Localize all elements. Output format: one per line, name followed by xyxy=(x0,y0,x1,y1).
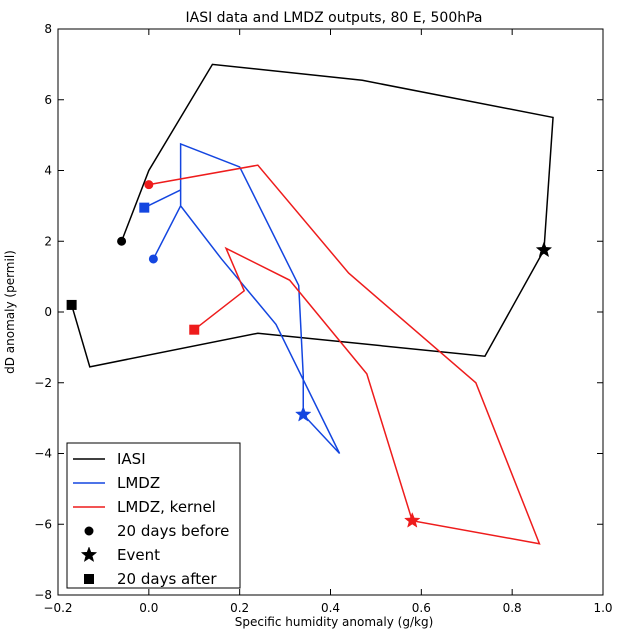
legend-label-lmdz-kernel: LMDZ, kernel xyxy=(117,498,216,516)
chart-title: IASI data and LMDZ outputs, 80 E, 500hPa xyxy=(185,10,482,26)
y-tick-label: 6 xyxy=(44,93,52,107)
x-axis-label: Specific humidity anomaly (g/kg) xyxy=(235,615,434,629)
y-axis-label: dD anomaly (permil) xyxy=(3,250,17,374)
series-line-iasi xyxy=(70,63,554,368)
legend-label-lmdz: LMDZ xyxy=(117,474,160,492)
legend-label-event: Event xyxy=(117,546,160,564)
y-tick-label: 2 xyxy=(44,234,52,248)
end-marker-lmdz-kernel xyxy=(189,324,200,335)
x-tick-label: 0.8 xyxy=(503,601,522,615)
start-marker-lmdz xyxy=(148,254,158,264)
x-tick-label: 0.2 xyxy=(230,601,249,615)
legend-marker-event xyxy=(80,546,98,563)
y-tick-label: 0 xyxy=(44,305,52,319)
end-marker-lmdz xyxy=(139,202,150,213)
x-tick-label: 1.0 xyxy=(593,601,612,615)
y-tick-label: −8 xyxy=(34,588,52,602)
x-tick-label: 0.6 xyxy=(412,601,431,615)
y-tick-label: −6 xyxy=(34,517,52,531)
y-tick-label: −2 xyxy=(34,376,52,390)
x-tick-label: 0.0 xyxy=(139,601,158,615)
legend-label-20-days-after: 20 days after xyxy=(117,570,217,588)
y-tick-label: −4 xyxy=(34,447,52,461)
x-tick-label: 0.4 xyxy=(321,601,340,615)
x-tick-label: −0.2 xyxy=(43,601,72,615)
legend-box xyxy=(66,442,241,589)
legend: IASI LMDZ LMDZ, kernel 20 days before Event 2… xyxy=(66,442,241,589)
legend-label-iasi: IASI xyxy=(117,450,146,468)
start-marker-iasi xyxy=(117,236,127,246)
event-marker-lmdz-kernel xyxy=(403,512,421,528)
legend-label-20-days-before: 20 days before xyxy=(117,522,229,540)
legend-marker-20-days-after xyxy=(84,574,94,584)
event-marker-lmdz xyxy=(294,405,312,422)
event-marker-iasi xyxy=(535,241,553,258)
y-tick-label: 4 xyxy=(44,164,52,178)
y-tick-label: 8 xyxy=(44,22,52,36)
start-marker-lmdz-kernel xyxy=(144,180,154,190)
end-marker-iasi xyxy=(66,299,77,310)
legend-marker-20-days-before xyxy=(84,526,94,536)
